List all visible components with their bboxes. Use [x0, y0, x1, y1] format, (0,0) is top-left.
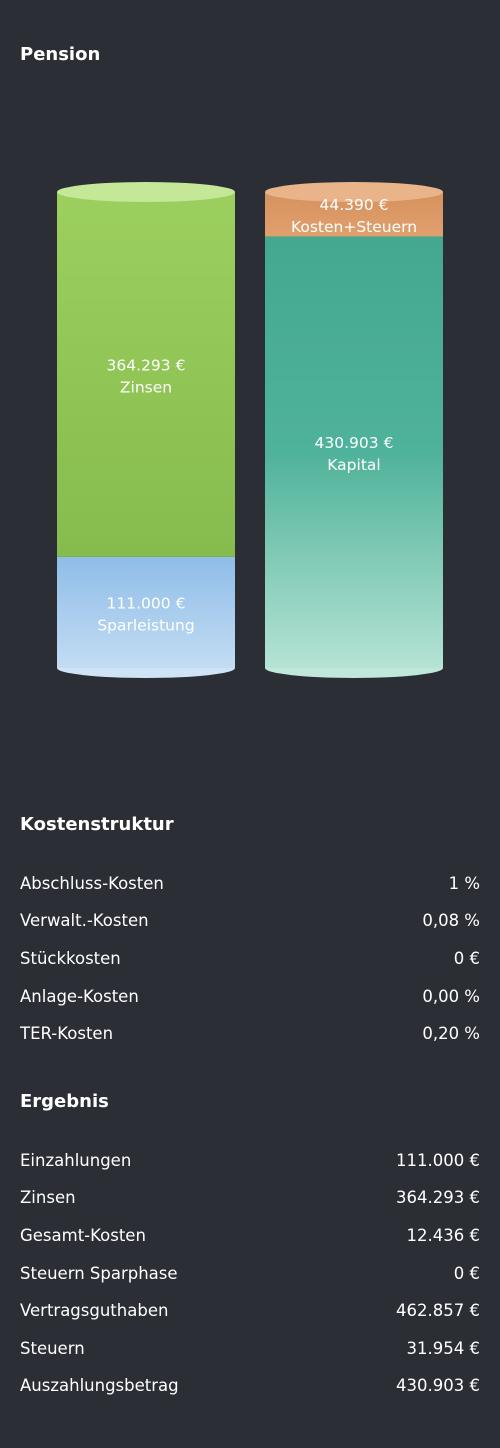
ergebnis-row-steuern-sparphase: Steuern Sparphase 0 € [20, 1260, 480, 1286]
row-label: Verwalt.-Kosten [20, 910, 149, 930]
bar-kapital [265, 236, 443, 668]
row-label: Zinsen [20, 1187, 76, 1207]
bar-sparleistung [57, 556, 235, 668]
ergebnis-row-einzahlungen: Einzahlungen 111.000 € [20, 1147, 480, 1173]
row-label: Abschluss-Kosten [20, 873, 164, 893]
row-label: Steuern [20, 1338, 85, 1358]
row-value: 111.000 € [396, 1150, 480, 1170]
row-label: Auszahlungsbetrag [20, 1375, 179, 1395]
row-value: 0,08 % [422, 910, 480, 930]
bar-zinsen-top [57, 182, 235, 202]
row-label: TER-Kosten [20, 1023, 114, 1043]
kosten-row-ter: TER-Kosten 0,20 % [20, 1020, 480, 1046]
row-value: 31.954 € [406, 1338, 480, 1358]
ergebnis-title: Ergebnis [20, 1091, 109, 1112]
row-label: Einzahlungen [20, 1150, 132, 1170]
ergebnis-row-zinsen: Zinsen 364.293 € [20, 1184, 480, 1210]
row-value: 12.436 € [406, 1225, 480, 1245]
kostenstruktur-title: Kostenstruktur [20, 814, 174, 835]
ergebnis-row-auszahlungsbetrag: Auszahlungsbetrag 430.903 € [20, 1372, 480, 1398]
data-label-zinsen-value: 364.293 € [107, 356, 186, 374]
data-label-kosten-steuern-name: Kosten+Steuern [291, 218, 417, 236]
row-value: 1 % [448, 873, 480, 893]
kosten-row-abschluss: Abschluss-Kosten 1 % [20, 870, 480, 896]
bar-zinsen [57, 192, 235, 557]
kosten-row-verwaltung: Verwalt.-Kosten 0,08 % [20, 907, 480, 933]
row-label: Vertragsguthaben [20, 1300, 169, 1320]
ergebnis-row-vertragsguthaben: Vertragsguthaben 462.857 € [20, 1297, 480, 1323]
data-label-sparleistung-name: Sparleistung [97, 616, 194, 634]
row-label: Steuern Sparphase [20, 1263, 178, 1283]
data-label-sparleistung-value: 111.000 € [107, 594, 186, 612]
row-value: 0 € [453, 948, 480, 968]
row-value: 0,00 % [422, 986, 480, 1006]
pension-cylinder-chart: 111.000 € Sparleistung 364.293 € Zinsen 430.… [57, 182, 443, 678]
pension-title: Pension [20, 44, 101, 65]
data-label-kapital-name: Kapital [327, 456, 380, 474]
row-value: 364.293 € [396, 1187, 480, 1207]
row-value: 430.903 € [396, 1375, 480, 1395]
row-label: Anlage-Kosten [20, 986, 139, 1006]
bar-kosten-steuern-top [265, 182, 443, 202]
row-label: Gesamt-Kosten [20, 1225, 146, 1245]
data-label-zinsen-name: Zinsen [120, 378, 172, 396]
ergebnis-row-steuern: Steuern 31.954 € [20, 1335, 480, 1361]
data-label-kapital-value: 430.903 € [315, 434, 394, 452]
ergebnis-row-gesamt-kosten: Gesamt-Kosten 12.436 € [20, 1222, 480, 1248]
kosten-row-stueckkosten: Stückkosten 0 € [20, 945, 480, 971]
row-value: 0,20 % [422, 1023, 480, 1043]
row-value: 462.857 € [396, 1300, 480, 1320]
data-label-kosten-steuern-value: 44.390 € [319, 196, 388, 214]
kosten-row-anlage: Anlage-Kosten 0,00 % [20, 983, 480, 1009]
row-value: 0 € [453, 1263, 480, 1283]
row-label: Stückkosten [20, 948, 121, 968]
